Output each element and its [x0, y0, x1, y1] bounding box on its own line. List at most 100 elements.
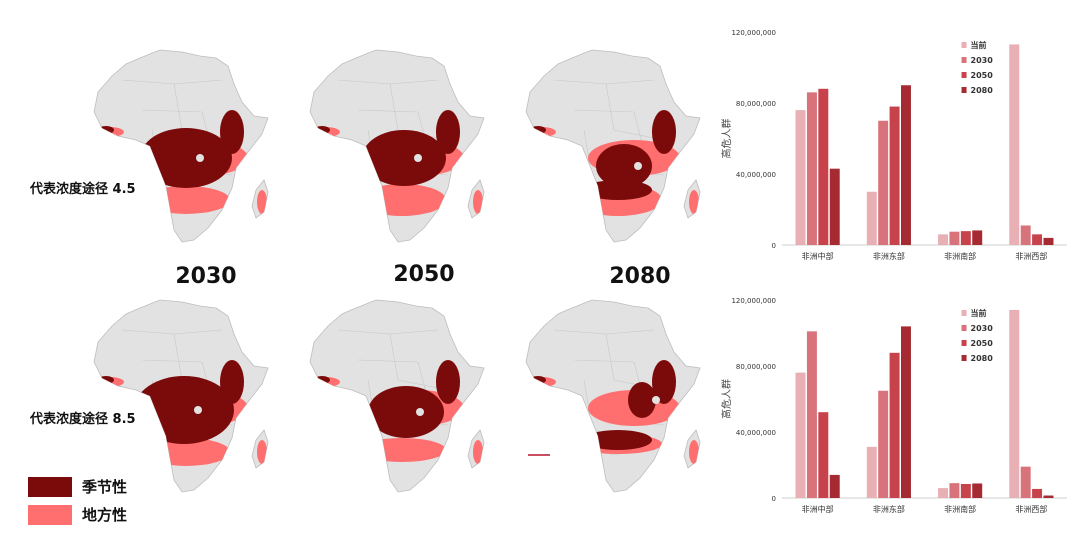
bar-当前-非洲西部 — [1009, 309, 1020, 498]
bar-2050-非洲中部 — [818, 88, 829, 245]
endemic-zone — [358, 438, 446, 462]
year-label-2030: 2030 — [175, 264, 237, 289]
bar-2080-非洲东部 — [900, 326, 911, 498]
bar-2050-非洲东部 — [889, 352, 900, 498]
bar-2080-非洲中部 — [829, 474, 840, 498]
year-label-2080: 2080 — [609, 264, 671, 289]
bar-当前-非洲中部 — [795, 110, 806, 245]
bar-2030-非洲西部 — [1020, 466, 1031, 498]
x-tick-label: 非洲中部 — [802, 504, 834, 514]
legend-swatch-2030 — [961, 57, 967, 63]
map-rcp85-2080 — [525, 299, 701, 493]
endemic-zone — [257, 440, 267, 464]
legend-label-2030: 2030 — [971, 324, 994, 333]
y-tick-label: 120,000,000 — [731, 297, 776, 305]
x-tick-label: 非洲南部 — [944, 251, 976, 261]
year-label-2050: 2050 — [393, 262, 455, 287]
country-border — [173, 329, 223, 335]
legend-label-2050: 2050 — [971, 71, 994, 80]
legend-label-2030: 2030 — [971, 56, 994, 65]
bar-当前-非洲南部 — [938, 234, 949, 245]
map-rcp85-2050 — [309, 299, 485, 493]
scenario-label-rcp45: 代表浓度途径 4.5 — [30, 182, 136, 197]
bar-2080-非洲南部 — [972, 230, 983, 245]
endemic-zone — [473, 440, 483, 464]
map-rcp85-2030 — [93, 299, 269, 493]
endemic-zone — [689, 440, 699, 464]
seasonal-zone — [314, 126, 330, 134]
legend-swatch-2050 — [961, 72, 967, 78]
seasonal-zone — [652, 360, 676, 404]
seasonal-zone — [596, 144, 652, 188]
lake-spot — [416, 408, 424, 416]
seasonal-zone — [362, 130, 446, 186]
country-border — [389, 79, 439, 85]
bar-2030-非洲南部 — [949, 483, 960, 498]
bar-2050-非洲西部 — [1032, 234, 1043, 245]
y-tick-label: 0 — [772, 242, 776, 250]
seasonal-zone — [530, 376, 546, 384]
legend-label-2080: 2080 — [971, 354, 994, 363]
x-tick-label: 非洲西部 — [1015, 504, 1047, 514]
map-rcp45-2050 — [309, 49, 485, 243]
x-tick-label: 非洲西部 — [1015, 251, 1047, 261]
legend-swatch-2080 — [961, 87, 967, 93]
country-border — [141, 109, 203, 113]
lake-spot — [196, 154, 204, 162]
x-tick-label: 非洲东部 — [873, 251, 905, 261]
bar-2030-非洲中部 — [806, 92, 817, 245]
bar-chart-rcp85: 0 40,000,000 80,000,000 120,000,000 高危人群非洲中部… — [720, 297, 1067, 514]
bar-2030-非洲东部 — [878, 390, 889, 498]
y-tick-label: 40,000,000 — [736, 171, 776, 179]
legend-swatch-当前 — [961, 42, 967, 48]
country-border — [357, 359, 419, 363]
lake-spot — [634, 162, 642, 170]
y-tick-label: 120,000,000 — [731, 29, 776, 37]
seasonal-zone — [628, 382, 656, 418]
bar-2080-非洲西部 — [1043, 237, 1054, 245]
bar-2030-非洲南部 — [949, 231, 960, 245]
y-tick-label: 80,000,000 — [736, 100, 776, 108]
bar-当前-非洲南部 — [938, 488, 949, 498]
bar-当前-非洲西部 — [1009, 44, 1020, 245]
seasonal-zone — [140, 128, 232, 188]
legend-swatch-2030 — [961, 325, 967, 331]
endemic-zone — [689, 190, 699, 214]
bar-2050-非洲南部 — [960, 231, 971, 245]
bar-2080-非洲西部 — [1043, 495, 1054, 498]
seasonal-zone — [652, 110, 676, 154]
legend-label-2050: 2050 — [971, 339, 994, 348]
legend-label-当前: 当前 — [971, 40, 987, 50]
seasonal-zone — [436, 360, 460, 404]
seasonal-zone — [220, 110, 244, 154]
legend-label-seasonal: 季节性 — [82, 478, 128, 496]
x-tick-label: 非洲中部 — [802, 251, 834, 261]
bar-2080-非洲中部 — [829, 168, 840, 245]
bar-chart-rcp45: 0 40,000,000 80,000,000 120,000,000 高危人群非洲中部… — [720, 29, 1067, 261]
legend-label-当前: 当前 — [971, 308, 987, 318]
endemic-zone — [473, 190, 483, 214]
y-tick-label: 0 — [772, 495, 776, 503]
lake-spot — [652, 396, 660, 404]
seasonal-zone — [584, 430, 652, 450]
country-border — [141, 359, 203, 363]
legend-swatch-endemic — [28, 504, 72, 525]
seasonal-zone — [584, 180, 652, 200]
y-tick-label: 40,000,000 — [736, 429, 776, 437]
bar-2080-非洲东部 — [900, 85, 911, 245]
map-rcp45-2080 — [525, 49, 701, 243]
y-tick-label: 80,000,000 — [736, 363, 776, 371]
bar-2050-非洲西部 — [1032, 488, 1043, 498]
seasonal-zone — [314, 376, 330, 384]
seasonal-zone — [98, 376, 114, 384]
legend-label-endemic: 地方性 — [82, 506, 128, 524]
country-border — [357, 109, 419, 113]
country-border — [573, 359, 635, 363]
legend-swatch-2080 — [961, 355, 967, 361]
seasonal-zone — [368, 386, 444, 438]
bar-当前-非洲东部 — [866, 191, 877, 245]
seasonal-zone — [220, 360, 244, 404]
stray-mark — [528, 454, 550, 456]
bar-2050-非洲南部 — [960, 483, 971, 498]
scenario-label-rcp85: 代表浓度途径 8.5 — [30, 412, 136, 427]
